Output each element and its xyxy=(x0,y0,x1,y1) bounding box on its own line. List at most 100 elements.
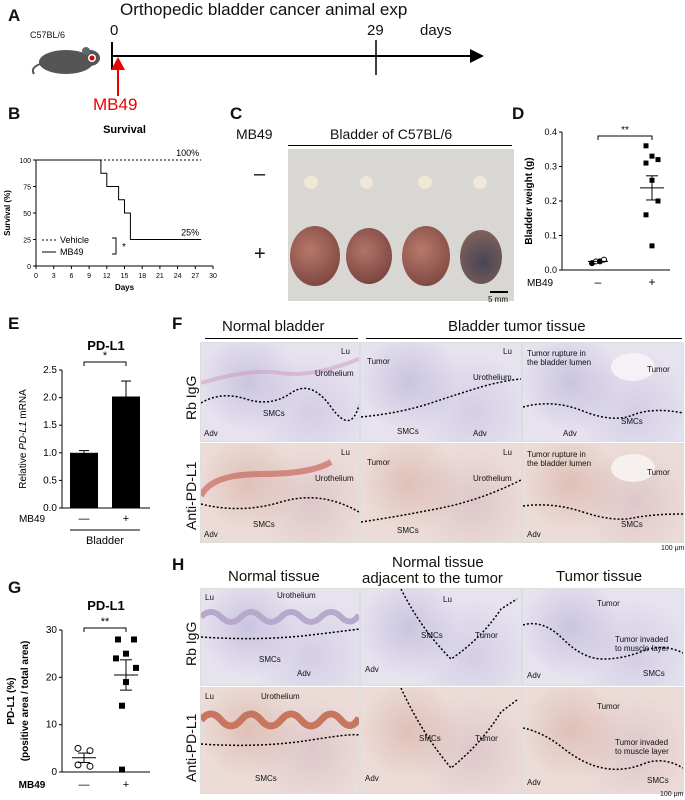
f-row-igg: Rb IgG xyxy=(183,375,199,420)
panel-g-label: G xyxy=(8,578,22,597)
d-y-tick-label: 0.2 xyxy=(544,196,557,206)
d-y-tick-label: 0.3 xyxy=(544,162,557,172)
g-y-tick-label: 10 xyxy=(46,720,58,731)
b-xlabel: Days xyxy=(115,283,135,292)
d-y-tick-label: 0.0 xyxy=(544,265,557,275)
b-end-label-mb49: 25% xyxy=(181,228,199,238)
f-adv-6: Adv xyxy=(527,530,541,539)
f-urothelium-4: Urothelium xyxy=(315,474,354,483)
scale-bar-c xyxy=(490,291,508,293)
f-adv-2: Adv xyxy=(473,429,487,438)
f-smcs-6: SMCs xyxy=(621,520,643,529)
h-micro-normal-pdl1: Lu Urothelium SMCs xyxy=(200,687,360,794)
row-minus: – xyxy=(254,163,266,185)
e-title: PD-L1 xyxy=(87,338,125,353)
h-adv-1: Adv xyxy=(297,669,311,678)
bladder-tumor-2 xyxy=(346,228,392,284)
h-smcs-2: SMCs xyxy=(421,631,443,640)
h-adv-2: Adv xyxy=(365,665,379,674)
d-point-mb49 xyxy=(643,143,649,149)
panel-e-label: E xyxy=(8,314,20,333)
f-row-pdl1: Anti-PD-L1 xyxy=(183,461,199,530)
h-col-adjacent-2: adjacent to the tumor xyxy=(362,570,503,587)
g-point-mb49 xyxy=(113,655,119,662)
g-title: PD-L1 xyxy=(87,598,125,613)
timeline xyxy=(111,40,484,96)
h-micro-normal-igg: Lu Urothelium SMCs Adv xyxy=(200,588,360,686)
h-micro-adjacent-pdl1: SMCs Tumor Adv xyxy=(360,687,522,794)
f-tumor: Tumor xyxy=(367,357,390,366)
e-bar-1 xyxy=(112,396,140,508)
b-ylabel: Survival (%) xyxy=(3,190,12,236)
d-point-mb49 xyxy=(643,212,649,218)
e-y-tick-label: 2.0 xyxy=(43,393,57,404)
d-significance: ** xyxy=(621,125,629,136)
g-point-mb49 xyxy=(131,636,137,643)
e-significance: * xyxy=(103,350,108,362)
survival-chart: Survival 0 3 6 9 12 15 18 21 24 27 30 0 25 50 75 100 Days… xyxy=(3,124,217,292)
h-tumor-2: Tumor xyxy=(475,631,498,640)
f-lu-5: Lu xyxy=(503,448,512,457)
b-x-tick-label: 18 xyxy=(138,273,146,280)
g-point-mb49 xyxy=(119,766,125,773)
row-plus: + xyxy=(254,243,266,265)
d-ylabel: Bladder weight (g) xyxy=(524,157,535,244)
f-micro-normal-pdl1: Lu Urothelium SMCs Adv xyxy=(200,443,360,543)
b-y-tick-label: 75 xyxy=(23,185,31,192)
b-series-mb49 xyxy=(36,159,202,240)
h-row-pdl1: Anti-PD-L1 xyxy=(183,713,199,782)
f-lu: Lu xyxy=(341,347,350,356)
b-sig-bracket xyxy=(112,237,117,255)
f-adv: Adv xyxy=(204,429,218,438)
h-adv-6: Adv xyxy=(527,778,541,787)
h-lu-1: Lu xyxy=(205,593,214,602)
g-ylabel-1: PD-L1 (%) xyxy=(6,677,17,724)
panel-h-label: H xyxy=(172,555,185,574)
b-legend-vehicle: Vehicle xyxy=(60,235,89,245)
f-rupture-2: the bladder lumen xyxy=(527,358,592,367)
panel-c-label: C xyxy=(230,104,243,123)
g-point-mb49 xyxy=(133,664,139,671)
day-0: 0 xyxy=(110,22,119,39)
e-y-tick-label: 0.0 xyxy=(43,503,57,514)
g-xlabel-prefix: MB49 xyxy=(19,780,46,791)
h-adv-5: Adv xyxy=(365,774,379,783)
b-y-tick-label: 25 xyxy=(23,238,31,245)
h-invaded-1: Tumor invaded xyxy=(615,635,669,644)
g-point-mb49 xyxy=(123,650,129,657)
g-y-tick-label: 0 xyxy=(51,767,57,778)
d-point-mb49 xyxy=(649,153,655,159)
f-rupture-1: Tumor rupture in xyxy=(527,349,586,358)
bladder-tumor-4 xyxy=(460,230,502,284)
d-xlabel-prefix: MB49 xyxy=(527,278,554,289)
d-sig-bracket xyxy=(597,135,653,140)
scale-label-c: 5 mm xyxy=(488,295,508,304)
g-point-mb49 xyxy=(119,702,125,709)
b-y-tick-label: 0 xyxy=(27,264,31,271)
b-y-tick-label: 100 xyxy=(19,158,31,165)
b-x-tick-label: 3 xyxy=(52,273,56,280)
g-y-tick-label: 20 xyxy=(46,672,58,683)
g-y-tick-label: 30 xyxy=(46,625,58,636)
d-point-mb49 xyxy=(643,160,649,166)
d-point-mb49 xyxy=(655,198,661,204)
g-sig-bracket xyxy=(83,627,127,632)
f-adv-3: Adv xyxy=(563,429,577,438)
b-x-tick-label: 12 xyxy=(103,273,111,280)
bladder-control-4 xyxy=(473,176,487,189)
b-x-tick-label: 0 xyxy=(34,273,38,280)
e-category-0: — xyxy=(79,513,90,525)
days-label: days xyxy=(420,22,452,39)
g-point-mb49 xyxy=(115,636,121,643)
h-col-tumor: Tumor tissue xyxy=(556,568,643,585)
h-tumor-6: Tumor xyxy=(597,702,620,711)
f-urothelium-5: Urothelium xyxy=(473,474,512,483)
h-micro-tumor-igg: Tumor Tumor invaded to muscle layer SMCs… xyxy=(522,588,684,686)
g-point-vehicle xyxy=(86,747,94,755)
g-category-0: — xyxy=(79,779,90,791)
h-lu-4: Lu xyxy=(205,692,214,701)
f-tumor-3: Tumor xyxy=(647,365,670,374)
e-y-tick-label: 1.0 xyxy=(43,448,57,459)
d-category-0: – xyxy=(595,275,602,289)
e-sig-bracket xyxy=(83,361,127,366)
